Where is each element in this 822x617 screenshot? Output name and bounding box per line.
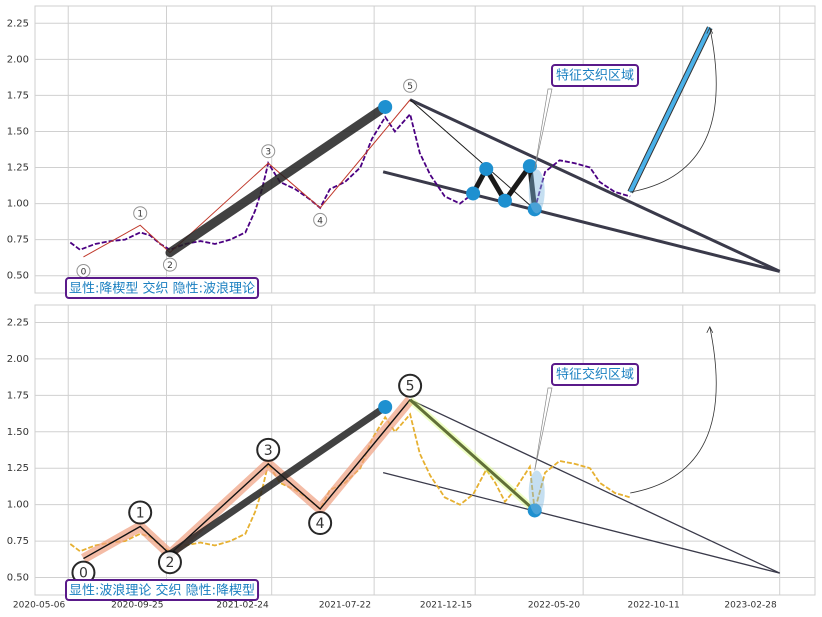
pivot-point (378, 400, 393, 415)
trendline (382, 471, 780, 574)
x-tick-label: 2020-09-25 (111, 601, 163, 611)
zone-label: 特征交织区域 (556, 367, 634, 383)
annotation-box (65, 579, 260, 601)
wave-line (83, 399, 411, 560)
wave-marker (398, 373, 423, 398)
wave-label: 2 (165, 555, 174, 571)
zone-pointer (534, 387, 553, 471)
decline-line (409, 398, 536, 512)
pivot-point (497, 193, 512, 208)
top-panel (34, 5, 816, 294)
arrow-fill (628, 26, 712, 193)
zone-box (551, 64, 640, 87)
y-tick-label: 2.25 (7, 18, 29, 29)
zone-highlight (528, 169, 545, 214)
y-tick-label: 2.25 (7, 317, 29, 328)
wave-label: 3 (265, 148, 271, 158)
pivot-point (527, 202, 542, 217)
wave-label: 1 (137, 210, 143, 220)
y-tick-label: 1.75 (7, 90, 29, 101)
x-tick-label: 2022-05-20 (528, 601, 581, 611)
zone-pointer (534, 88, 553, 170)
wave-line (83, 99, 411, 258)
trendline (409, 399, 780, 574)
annotation-box (65, 277, 260, 299)
x-tick-label: 2022-10-11 (627, 601, 679, 611)
wave-label: 4 (317, 216, 323, 226)
wave-marker (162, 257, 177, 272)
y-tick-label: 0.75 (7, 235, 29, 246)
y-tick-label: 1.75 (7, 390, 29, 401)
y-tick-label: 0.50 (7, 573, 29, 584)
wave-marker (133, 206, 148, 221)
y-tick-label: 0.50 (7, 271, 29, 282)
pivot-point (527, 503, 542, 518)
pivot-point (479, 161, 494, 176)
wave-label: 0 (79, 566, 88, 582)
wave-label: 2 (167, 261, 173, 271)
wave-label: 3 (264, 443, 273, 459)
wave-label: 0 (81, 267, 87, 277)
wave-marker (157, 550, 182, 575)
wave-marker (313, 212, 328, 227)
arrow-head (706, 26, 714, 34)
pivot-point (522, 159, 537, 174)
y-tick-label: 1.50 (7, 427, 29, 438)
y-tick-label: 0.75 (7, 536, 29, 547)
price-line (69, 112, 631, 251)
y-tick-label: 1.00 (7, 199, 29, 210)
wave-marker (256, 437, 281, 462)
plot-layer: 0.50 0.75 1.00 1.25 1.50 1.75 2.00 2.25 0 1 2 3 4 5 显性… (7, 6, 815, 611)
annotation: 显性:降楔型 交织 隐性:波浪理论 (69, 281, 255, 297)
trendline (382, 170, 781, 273)
wave-label: 4 (316, 516, 325, 532)
y-tick-label: 1.25 (7, 163, 29, 174)
zone-highlight (528, 470, 545, 515)
y-tick-label: 1.25 (7, 463, 29, 474)
wave-label: 5 (407, 82, 413, 92)
wave-thick (165, 102, 390, 258)
pivot-point (466, 186, 481, 201)
pivot-point (378, 99, 393, 114)
bottom-panel (34, 304, 816, 596)
wave-marker (308, 511, 333, 536)
wave-marker (128, 500, 153, 525)
zone-box (551, 363, 640, 386)
wave-thick (166, 403, 389, 558)
x-tick-label: 2021-02-24 (216, 601, 269, 611)
curved-arrow (630, 326, 717, 494)
decline-glow (407, 397, 538, 514)
x-tick-label: 2023-02-28 (724, 601, 777, 611)
wave-marker (403, 78, 418, 93)
wave-marker (261, 144, 276, 159)
zone-label: 特征交织区域 (556, 68, 634, 84)
wave-label: 1 (136, 506, 145, 522)
y-tick-label: 2.00 (7, 354, 29, 365)
y-tick-label: 2.00 (7, 54, 29, 65)
trendline (409, 98, 781, 273)
x-tick-label: 2021-07-22 (319, 601, 371, 611)
x-tick-label: 2020-05-06 (13, 601, 66, 611)
x-tick-label: 2021-12-15 (420, 601, 472, 611)
curved-arrow (630, 27, 717, 193)
arrow-head (706, 325, 714, 334)
wave-label: 5 (406, 379, 415, 395)
y-tick-label: 1.50 (7, 126, 29, 137)
y-tick-label: 1.00 (7, 500, 29, 511)
annotation: 显性:波浪理论 交织 隐性:降楔型 (69, 583, 255, 599)
